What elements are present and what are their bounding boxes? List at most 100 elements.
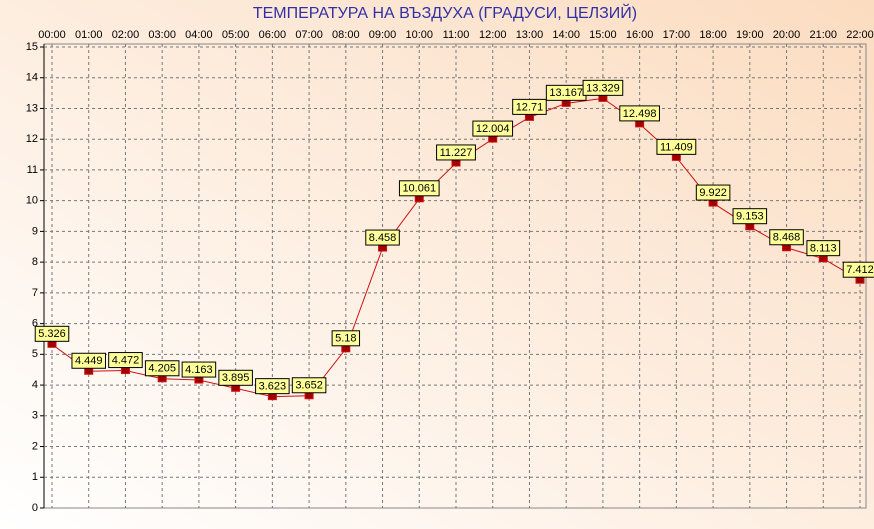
data-label-box: [365, 229, 400, 246]
y-tick-label: 10: [26, 195, 38, 207]
point-marker: [120, 367, 130, 375]
point-marker: [47, 340, 57, 348]
data-label-box: [806, 240, 841, 257]
y-tick-label: 6: [32, 318, 38, 330]
data-label: 12.498: [623, 108, 657, 120]
point-marker: [378, 244, 388, 252]
point-marker: [414, 195, 424, 203]
y-tick-label: 14: [26, 72, 38, 84]
data-label: 13.329: [586, 82, 620, 94]
data-label-box: [34, 325, 70, 342]
x-tick-label: 07:00: [295, 29, 323, 41]
data-label-box: [291, 377, 327, 394]
point-marker: [231, 384, 241, 392]
x-tick-label: 19:00: [736, 29, 764, 41]
data-label: 9.922: [699, 187, 727, 199]
data-label: 4.163: [185, 364, 213, 376]
y-tick-label: 11: [27, 164, 38, 176]
x-tick-label: 01:00: [75, 29, 103, 41]
y-tick-label: 3: [32, 410, 38, 422]
data-label-box: [512, 98, 547, 115]
chart-title: ТЕМПЕРАТУРА НА ВЪЗДУХА (ГРАДУСИ, ЦЕЛЗИЙ): [253, 3, 637, 22]
x-tick-label: 18:00: [699, 29, 727, 41]
y-tick-label: 5: [32, 348, 38, 360]
data-label: 12.004: [476, 123, 510, 135]
point-marker: [818, 255, 828, 263]
data-label-box: [181, 361, 217, 378]
y-tick-label: 2: [32, 440, 38, 452]
data-label-box: [582, 79, 624, 96]
data-label-box: [71, 352, 106, 369]
x-tick-label: 20:00: [773, 29, 801, 41]
data-label: 10.061: [402, 183, 436, 195]
x-tick-label: 05:00: [222, 29, 250, 41]
point-marker: [745, 223, 755, 231]
point-marker: [782, 244, 792, 252]
data-label-box: [842, 261, 874, 278]
point-marker: [708, 199, 718, 207]
x-tick-label: 14:00: [552, 29, 580, 41]
data-label: 11.409: [660, 141, 693, 153]
data-label: 8.113: [810, 243, 837, 255]
y-tick-label: 12: [26, 133, 38, 145]
x-tick-label: 08:00: [332, 29, 360, 41]
x-tick-label: 04:00: [185, 29, 213, 41]
y-tick-label: 1: [32, 471, 38, 483]
x-tick-label: 00:00: [38, 29, 66, 41]
data-label: 3.652: [295, 380, 323, 392]
data-label-box: [398, 180, 440, 197]
point-marker: [194, 376, 204, 384]
y-tick-label: 15: [26, 41, 38, 53]
x-tick-label: 02:00: [112, 29, 140, 41]
data-label: 12.71: [516, 101, 544, 113]
x-tick-label: 10:00: [406, 29, 434, 41]
x-tick-label: 03:00: [148, 29, 176, 41]
y-tick-label: 0: [32, 502, 38, 514]
data-label-box: [255, 378, 290, 395]
y-tick-label: 13: [26, 102, 38, 114]
point-marker: [451, 159, 461, 167]
data-label-box: [732, 208, 768, 225]
y-tick-label: 9: [32, 225, 38, 237]
data-label-box: [144, 360, 180, 377]
x-tick-label: 06:00: [259, 29, 287, 41]
x-tick-label: 12:00: [479, 29, 507, 41]
data-label-box: [656, 138, 697, 155]
point-marker: [635, 120, 645, 128]
point-marker: [488, 135, 498, 143]
data-label: 13.167: [549, 87, 583, 99]
data-label: 4.205: [148, 363, 176, 375]
data-label-box: [108, 352, 143, 369]
data-label: 11.227: [440, 147, 473, 159]
data-label-box: [331, 330, 361, 347]
x-tick-label: 16:00: [626, 29, 654, 41]
x-tick-label: 21:00: [810, 29, 838, 41]
point-marker: [157, 375, 167, 383]
data-label: 5.18: [335, 333, 356, 345]
point-marker: [84, 367, 94, 375]
data-label-box: [695, 184, 731, 201]
y-tick-label: 7: [32, 287, 38, 299]
y-tick-label: 8: [32, 256, 38, 268]
data-label: 3.895: [222, 372, 250, 384]
data-label: 3.623: [259, 381, 287, 393]
point-marker: [304, 392, 314, 400]
data-label: 4.449: [75, 355, 103, 367]
point-marker: [267, 393, 277, 401]
x-tick-label: 11:00: [443, 29, 470, 41]
data-label-box: [769, 229, 804, 246]
point-marker: [524, 113, 534, 121]
x-tick-label: 13:00: [516, 29, 544, 41]
data-label-box: [218, 369, 253, 386]
data-label: 8.458: [369, 232, 397, 244]
data-label: 8.468: [773, 232, 801, 244]
data-label: 7.412: [846, 264, 874, 276]
data-label-box: [472, 120, 514, 137]
x-tick-label: 09:00: [369, 29, 397, 41]
point-marker: [341, 345, 351, 353]
data-label-box: [436, 144, 476, 161]
data-label: 5.326: [38, 328, 66, 340]
x-tick-label: 15:00: [589, 29, 617, 41]
x-tick-label: 17:00: [663, 29, 691, 41]
